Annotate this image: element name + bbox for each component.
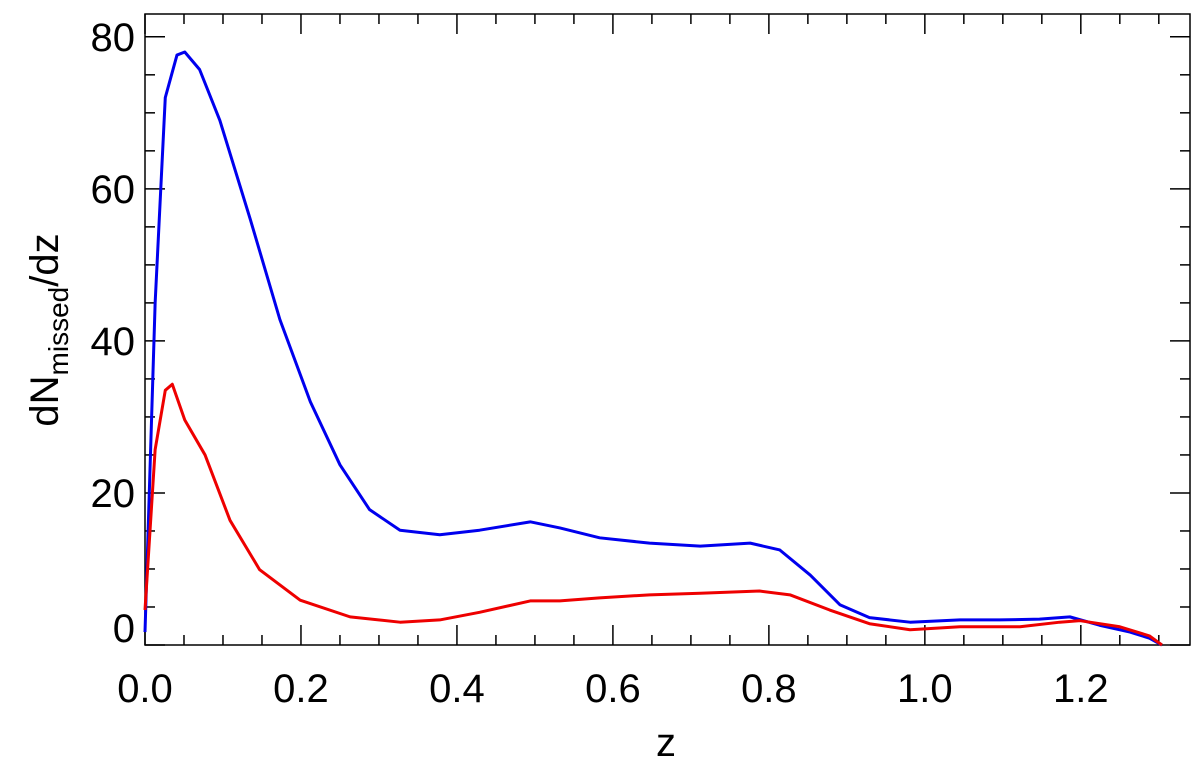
x-tick-label: 0.8 (741, 667, 797, 711)
plot-frame (144, 13, 1191, 646)
x-tick-label: 0.2 (273, 667, 329, 711)
data-line (143, 50, 1163, 647)
data-line (143, 382, 1163, 647)
y-tick-label: 0 (113, 607, 135, 651)
y-axis-label: dNmissed/dz (23, 233, 74, 426)
x-tick-label: 0.0 (117, 667, 173, 711)
y-tick-label: 40 (91, 320, 136, 364)
x-tick-label: 0.6 (585, 667, 641, 711)
x-tick-label: 0.4 (429, 667, 485, 711)
x-axis-label: z (656, 721, 676, 765)
x-tick-label: 1.2 (1053, 667, 1109, 711)
y-tick-label: 20 (91, 472, 136, 516)
x-tick-label: 1.0 (897, 667, 953, 711)
y-tick-label: 80 (91, 16, 136, 60)
y-tick-label: 60 (91, 168, 136, 212)
